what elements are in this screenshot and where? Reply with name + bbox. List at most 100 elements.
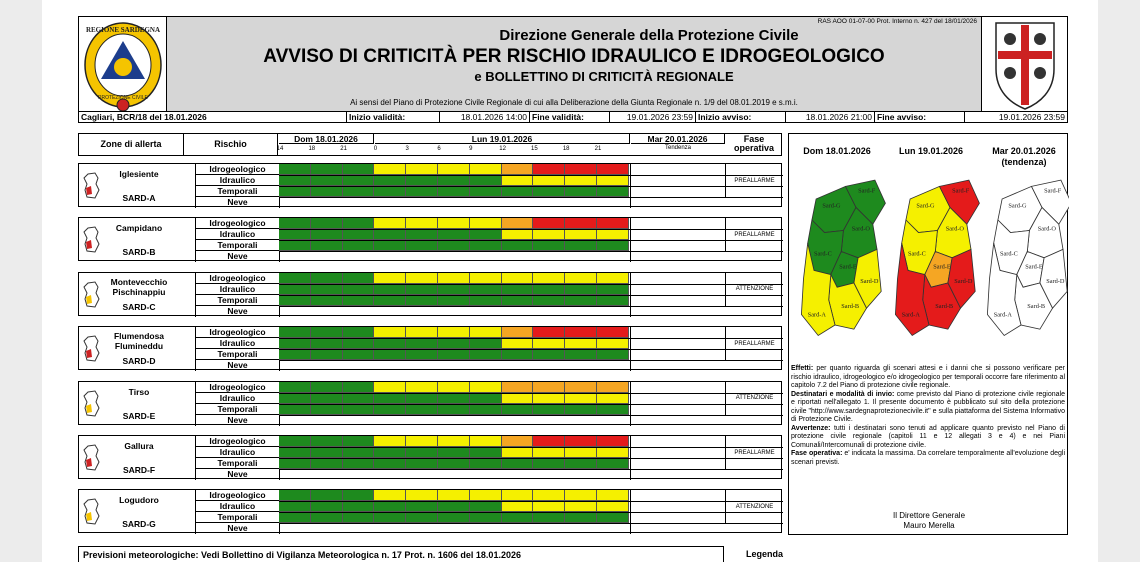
- zone-code: SARD-F: [122, 465, 156, 475]
- criticality-cell: [342, 175, 375, 186]
- criticality-cell: [310, 283, 343, 295]
- criticality-cell: [469, 381, 502, 393]
- criticality-cell: [374, 218, 407, 230]
- map-region-label: Sard-A: [994, 312, 1013, 319]
- criticality-cell: [597, 490, 629, 502]
- fine-validita-label: Fine validità:: [530, 112, 610, 122]
- risk-label: Idrogeologico: [195, 381, 280, 393]
- criticality-cell: [469, 392, 502, 404]
- criticality-cell: [597, 240, 629, 252]
- criticality-cell: [597, 283, 629, 295]
- criticality-cell: [279, 436, 311, 447]
- criticality-cell: [310, 338, 343, 350]
- zone-title: Flumendosa Flumineddu: [113, 331, 165, 352]
- criticality-cell: [533, 218, 566, 230]
- criticality-cell: [342, 186, 375, 197]
- criticality-cell: [501, 436, 534, 447]
- alert-zone-block: Logudoro SARD-G Idrogeologico Idraulico Temp…: [78, 489, 783, 535]
- risk-label: Idraulico: [195, 175, 280, 186]
- criticality-cell: [501, 458, 534, 469]
- hour-tick: 14: [276, 146, 284, 152]
- tendenza-cell: [630, 218, 631, 263]
- criticality-cell: [469, 436, 502, 447]
- criticality-cell: [597, 338, 629, 350]
- criticality-cell: [406, 229, 438, 241]
- zone-name: Logudoro SARD-G: [95, 490, 183, 534]
- map-region-label: Sard-A: [902, 312, 921, 319]
- validity-info-row: Cagliari, BCR/18 del 18.01.2026 Inizio v…: [78, 112, 1068, 123]
- map-region-label: Sard-O: [852, 226, 871, 233]
- criticality-cell: [279, 294, 311, 306]
- map-region-label: Sard-F: [858, 188, 876, 195]
- criticality-cell: [438, 175, 470, 186]
- risk-label: Temporali: [195, 186, 280, 197]
- criticality-cell: [597, 272, 629, 284]
- criticality-cell: [438, 327, 470, 339]
- criticality-cell: [565, 186, 597, 197]
- criticality-cell: [501, 272, 534, 284]
- criticality-cell: [438, 283, 470, 295]
- risk-label: Temporali: [195, 403, 280, 415]
- map-region-d: [947, 248, 976, 309]
- criticality-cell: [310, 327, 343, 339]
- criticality-cell: [374, 186, 407, 197]
- criticality-cell: [342, 436, 375, 447]
- criticality-cell: [310, 218, 343, 230]
- map-region-label: Sard-C: [908, 251, 926, 258]
- map-region-label: Sard-E: [1025, 263, 1043, 270]
- criticality-cell: [438, 512, 470, 524]
- criticality-cell: [501, 327, 534, 339]
- criticality-cell: [406, 490, 438, 502]
- criticality-cell: [438, 447, 470, 458]
- risk-label: Temporali: [195, 458, 280, 469]
- risk-label: Idrogeologico: [195, 272, 280, 284]
- map-region-d: [1039, 248, 1068, 309]
- map-day3-heading: Mar 20.01.2026 (tendenza): [992, 146, 1056, 167]
- criticality-cell: [310, 349, 343, 361]
- row-separator: [279, 403, 783, 405]
- risk-label: Idrogeologico: [195, 490, 280, 502]
- criticality-cell: [597, 458, 629, 469]
- criticality-cell: [565, 392, 597, 404]
- criticality-cell: [501, 164, 534, 175]
- criticality-cell: [310, 164, 343, 175]
- criticality-cell: [565, 240, 597, 252]
- risk-label: Idraulico: [195, 392, 280, 404]
- row-separator: [279, 251, 783, 253]
- criticality-cell: [597, 349, 629, 361]
- criticality-cell: [597, 381, 629, 393]
- criticality-cell: [279, 392, 311, 404]
- criticality-cell: [438, 272, 470, 284]
- document-header: REGIONE SARDEGNA PROTEZIONE CIVILE RAS A…: [78, 16, 1068, 112]
- criticality-cell: [438, 490, 470, 502]
- fase-operativa-value: PREALLARME: [725, 218, 783, 252]
- row-separator: [279, 186, 783, 187]
- hour-tick: 18: [562, 146, 570, 152]
- risk-label: Idraulico: [195, 283, 280, 295]
- inizio-avviso-value: 18.01.2026 21:00: [786, 112, 875, 122]
- row-separator: [279, 512, 783, 514]
- criticality-cell: [342, 392, 375, 404]
- risk-label: Idrogeologico: [195, 164, 280, 175]
- criticality-cell: [374, 392, 407, 404]
- criticality-cell: [565, 164, 597, 175]
- criticality-cell: [533, 392, 566, 404]
- criticality-cell: [597, 175, 629, 186]
- map-region-a: [800, 243, 836, 337]
- criticality-cell: [279, 381, 311, 393]
- criticality-cell: [501, 381, 534, 393]
- criticality-cell: [279, 272, 311, 284]
- criticality-cell: [310, 447, 343, 458]
- fase-operativa-value: PREALLARME: [725, 327, 783, 361]
- criticality-cell: [597, 392, 629, 404]
- criticality-cell: [565, 447, 597, 458]
- protocol-number: RAS AOO 01-07-00 Prot. Interno n. 427 de…: [817, 18, 977, 25]
- criticality-cell: [565, 349, 597, 361]
- criticality-cell: [374, 272, 407, 284]
- criticality-cell: [310, 381, 343, 393]
- criticality-cell: [342, 164, 375, 175]
- hour-tick: 12: [499, 146, 506, 152]
- sardinia-zone-icon: [83, 335, 100, 362]
- criticality-cell: [469, 240, 502, 252]
- criticality-cell: [501, 338, 534, 350]
